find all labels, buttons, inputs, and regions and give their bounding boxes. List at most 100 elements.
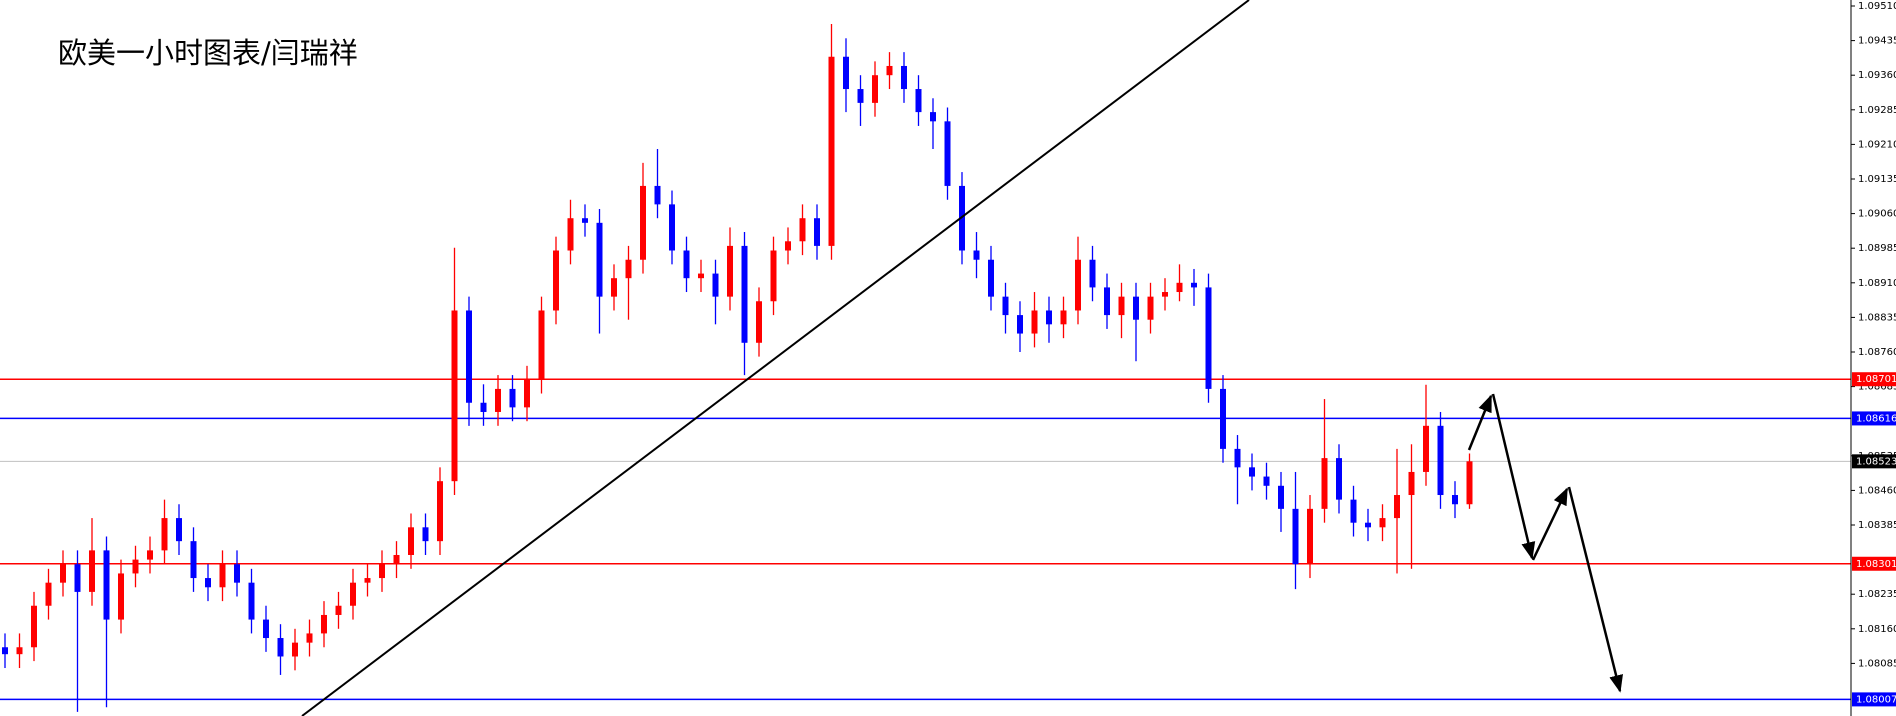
y-tick-label: 1.08460	[1858, 485, 1896, 496]
candle-body	[74, 564, 81, 592]
candle-body	[306, 633, 313, 643]
candle-body	[292, 642, 298, 657]
candle-body	[828, 56, 835, 246]
y-tick-label: 1.08160	[1858, 624, 1896, 635]
candle-body	[132, 559, 139, 574]
y-tick-label: 1.08385	[1858, 520, 1896, 531]
candle-body	[901, 65, 907, 90]
candle-body	[611, 278, 617, 297]
candle-body	[147, 550, 153, 560]
price-level-tag	[1852, 556, 1896, 571]
candle-body	[1060, 310, 1067, 325]
candle-body	[567, 218, 574, 251]
candle-body	[756, 301, 762, 343]
chart-title: 欧美一小时图表/闫瑞祥	[58, 36, 358, 70]
forecast-arrow	[1467, 394, 1493, 451]
candle-body	[379, 564, 385, 579]
candle-body	[408, 527, 414, 555]
candle-body	[16, 647, 23, 655]
y-tick-label: 1.08835	[1858, 312, 1896, 323]
candle-body	[538, 310, 545, 380]
candle-body	[437, 481, 443, 542]
y-tick-label: 1.09510	[1858, 1, 1896, 12]
candle-body	[335, 605, 342, 615]
candle-body	[31, 605, 37, 648]
candle-body	[466, 310, 472, 403]
candle-body	[886, 65, 893, 76]
candle-body	[741, 245, 748, 343]
price-level-tag	[1852, 372, 1896, 387]
candle-body	[1437, 425, 1444, 496]
y-tick-label: 1.09135	[1858, 174, 1896, 185]
candle-body	[1321, 458, 1328, 509]
candle-body	[814, 218, 820, 246]
price-level-label: 1.08007	[1856, 694, 1896, 705]
candle-body	[1278, 485, 1284, 509]
candle-body	[1031, 310, 1038, 334]
candle-body	[1423, 425, 1429, 472]
candle-body	[857, 89, 864, 103]
candle-body	[843, 56, 849, 90]
candle-body	[190, 541, 197, 579]
candle-body	[799, 218, 806, 242]
levels	[0, 378, 1851, 701]
candle-body	[1147, 296, 1154, 320]
candle-body	[1350, 499, 1357, 523]
candle-body	[89, 550, 95, 592]
y-tick-label: 1.08910	[1858, 278, 1896, 289]
candle-body	[1046, 310, 1052, 325]
candle-body	[1118, 296, 1125, 316]
candle-body	[495, 388, 501, 412]
candle-body	[1002, 296, 1009, 316]
forecast-arrow	[1567, 486, 1623, 693]
candle-body	[683, 250, 690, 279]
candle-body	[509, 388, 516, 408]
candle-body	[219, 564, 226, 588]
candle-body	[872, 75, 878, 103]
y-tick-label: 1.08085	[1858, 658, 1896, 669]
candle-body	[1234, 448, 1241, 468]
candle-body	[1133, 296, 1139, 320]
candle-body	[915, 89, 922, 113]
forecast-arrows	[1467, 393, 1623, 693]
price-level-tag	[1852, 411, 1896, 426]
y-tick-label: 1.08985	[1858, 243, 1896, 254]
candle-body	[277, 638, 284, 657]
candle-body	[1365, 522, 1371, 528]
candle-body	[60, 564, 66, 583]
price-level-tag	[1852, 692, 1896, 707]
candle-body	[553, 250, 559, 311]
candle-body	[988, 259, 994, 297]
candle-body	[234, 564, 240, 583]
candle-body	[1220, 388, 1226, 449]
candle-body	[582, 218, 588, 223]
price-level-tag	[1852, 454, 1896, 469]
y-tick-label: 1.09210	[1858, 139, 1896, 150]
candle-body	[973, 250, 980, 260]
candle-body	[1336, 458, 1342, 500]
candle-body	[640, 185, 646, 260]
candle-body	[1176, 282, 1183, 293]
candle-body	[1408, 471, 1415, 496]
candle-body	[393, 554, 400, 565]
candle-body	[248, 582, 255, 620]
y-tick-label: 1.09285	[1858, 105, 1896, 116]
candle-body	[1075, 259, 1081, 311]
candle-body	[1104, 287, 1110, 316]
candle-body	[1205, 287, 1212, 389]
candle-body	[1452, 495, 1458, 505]
candle-body	[785, 241, 791, 251]
candle-body	[1162, 292, 1168, 297]
forecast-arrow	[1491, 393, 1536, 560]
candle-body	[2, 647, 8, 655]
candle-body	[930, 112, 936, 122]
candles	[2, 23, 1473, 712]
y-tick-label: 1.09060	[1858, 209, 1896, 220]
candle-body	[944, 121, 951, 186]
trend-line	[301, 0, 1250, 716]
price-level-label: 1.08523	[1856, 456, 1896, 467]
candle-body	[263, 619, 269, 639]
candle-body	[1292, 508, 1299, 565]
y-tick-label: 1.08685	[1858, 382, 1896, 393]
